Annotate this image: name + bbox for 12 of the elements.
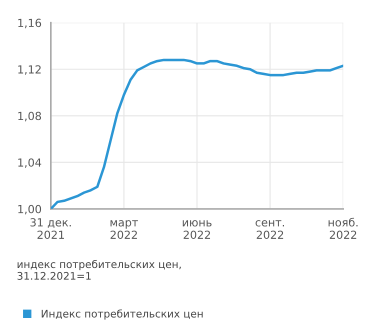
x-tick-label: март 2022 (110, 220, 138, 239)
y-tick-label: 1,00 (18, 204, 42, 214)
x-tick-label: 31 дек. 2021 (30, 218, 71, 239)
y-tick-label: 1,16 (18, 18, 42, 28)
x-tick-label: сент. 2022 (256, 220, 284, 239)
text: индекс потребительских цен, 31.12.2021=1 (17, 260, 181, 280)
y-tick-label: 1,04 (18, 158, 42, 168)
legend-label: Индекс потребительских цен (42, 309, 203, 320)
x-tick-label: нояб. 2022 (328, 218, 358, 239)
y-tick-label: 1,08 (18, 112, 42, 122)
y-tick-label: 1,12 (18, 65, 41, 75)
x-tick-label: июнь 2022 (182, 220, 212, 239)
